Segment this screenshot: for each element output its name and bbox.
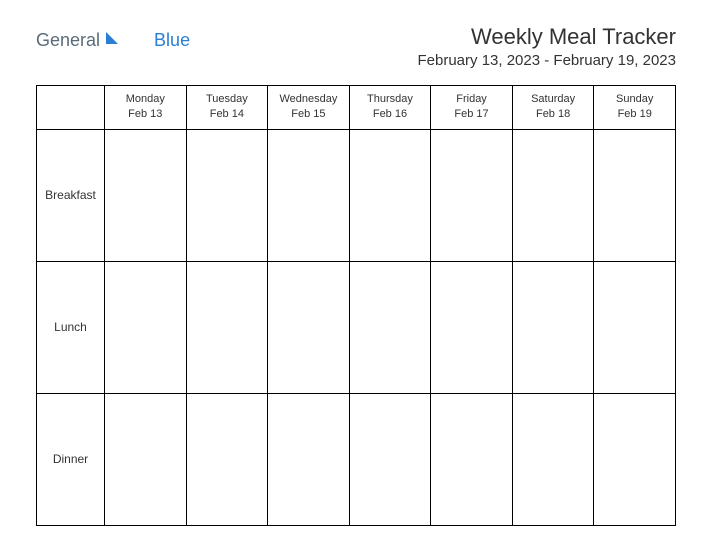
day-label: Wednesday <box>270 92 347 107</box>
col-header-saturday: Saturday Feb 18 <box>512 86 594 130</box>
col-header-tuesday: Tuesday Feb 14 <box>186 86 268 130</box>
meal-cell[interactable] <box>349 261 431 393</box>
table-row-breakfast: Breakfast <box>37 129 676 261</box>
meal-cell[interactable] <box>349 129 431 261</box>
meal-cell[interactable] <box>512 261 594 393</box>
meal-cell[interactable] <box>268 261 350 393</box>
meal-tracker-table: Monday Feb 13 Tuesday Feb 14 Wednesday F… <box>36 85 676 526</box>
meal-cell[interactable] <box>105 129 187 261</box>
date-label: Feb 17 <box>433 107 510 122</box>
meal-cell[interactable] <box>431 393 513 525</box>
day-label: Saturday <box>515 92 592 107</box>
meal-cell[interactable] <box>594 393 676 525</box>
meal-cell[interactable] <box>186 129 268 261</box>
date-label: Feb 13 <box>107 107 184 122</box>
logo: General Blue <box>36 24 190 51</box>
meal-cell[interactable] <box>268 129 350 261</box>
sail-icon <box>104 30 122 51</box>
col-header-monday: Monday Feb 13 <box>105 86 187 130</box>
day-label: Sunday <box>596 92 673 107</box>
meal-cell[interactable] <box>186 393 268 525</box>
meal-cell[interactable] <box>512 393 594 525</box>
day-label: Tuesday <box>189 92 266 107</box>
meal-cell[interactable] <box>105 261 187 393</box>
col-header-thursday: Thursday Feb 16 <box>349 86 431 130</box>
col-header-sunday: Sunday Feb 19 <box>594 86 676 130</box>
meal-cell[interactable] <box>349 393 431 525</box>
table-row-lunch: Lunch <box>37 261 676 393</box>
date-label: Feb 14 <box>189 107 266 122</box>
meal-cell[interactable] <box>431 261 513 393</box>
row-label-breakfast: Breakfast <box>37 129 105 261</box>
corner-cell <box>37 86 105 130</box>
table-header-row: Monday Feb 13 Tuesday Feb 14 Wednesday F… <box>37 86 676 130</box>
meal-cell[interactable] <box>594 261 676 393</box>
day-label: Friday <box>433 92 510 107</box>
date-label: Feb 18 <box>515 107 592 122</box>
date-label: Feb 19 <box>596 107 673 122</box>
row-label-lunch: Lunch <box>37 261 105 393</box>
page-header: General Blue Weekly Meal Tracker Februar… <box>36 24 676 69</box>
day-label: Thursday <box>352 92 429 107</box>
col-header-friday: Friday Feb 17 <box>431 86 513 130</box>
date-label: Feb 16 <box>352 107 429 122</box>
meal-cell[interactable] <box>268 393 350 525</box>
meal-cell[interactable] <box>512 129 594 261</box>
date-label: Feb 15 <box>270 107 347 122</box>
title-block: Weekly Meal Tracker February 13, 2023 - … <box>418 24 677 69</box>
date-range: February 13, 2023 - February 19, 2023 <box>418 52 677 69</box>
meal-cell[interactable] <box>431 129 513 261</box>
meal-cell[interactable] <box>594 129 676 261</box>
table-row-dinner: Dinner <box>37 393 676 525</box>
meal-cell[interactable] <box>186 261 268 393</box>
logo-text-general: General <box>36 30 100 51</box>
logo-text-blue: Blue <box>154 30 190 51</box>
row-label-dinner: Dinner <box>37 393 105 525</box>
day-label: Monday <box>107 92 184 107</box>
col-header-wednesday: Wednesday Feb 15 <box>268 86 350 130</box>
meal-cell[interactable] <box>105 393 187 525</box>
page-title: Weekly Meal Tracker <box>418 24 677 50</box>
